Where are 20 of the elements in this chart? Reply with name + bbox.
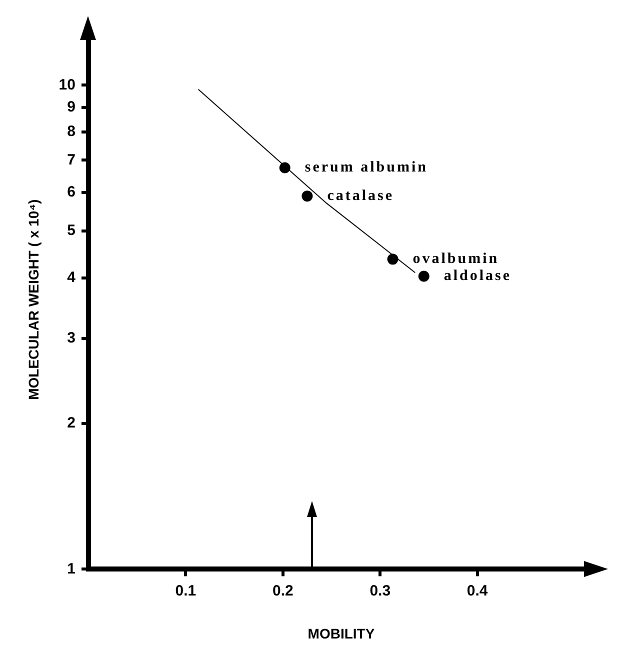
y-tick-label: 4 [67, 268, 76, 286]
annotation: ovalbumin [412, 251, 500, 268]
y-tick-label: 3 [67, 329, 76, 346]
x-tick-label: 0.2 [272, 582, 294, 600]
x-tick-label: 0.3 [370, 582, 391, 600]
x-tick-label: 0.1 [175, 582, 196, 600]
annotation: serum albumin [304, 160, 428, 176]
annotation: aldolase [444, 268, 512, 284]
y-tick-label: 10 [58, 76, 76, 94]
y-tick-label: 2 [67, 414, 76, 432]
y-tick-label: 6 [67, 184, 76, 201]
x-axis-title: MOBILITY [308, 625, 376, 642]
y-tick-label: 9 [67, 98, 76, 116]
y-tick-label: 8 [67, 123, 76, 140]
y-axis-title: MOLECULAR WEIGHT ( x 10⁴) [25, 199, 42, 400]
x-tick-label: 0.4 [466, 582, 488, 600]
y-tick-label: 1 [67, 560, 76, 578]
y-tick-label: 7 [67, 151, 76, 168]
y-tick-label: 5 [67, 222, 76, 240]
annotation: catalase [327, 188, 394, 204]
